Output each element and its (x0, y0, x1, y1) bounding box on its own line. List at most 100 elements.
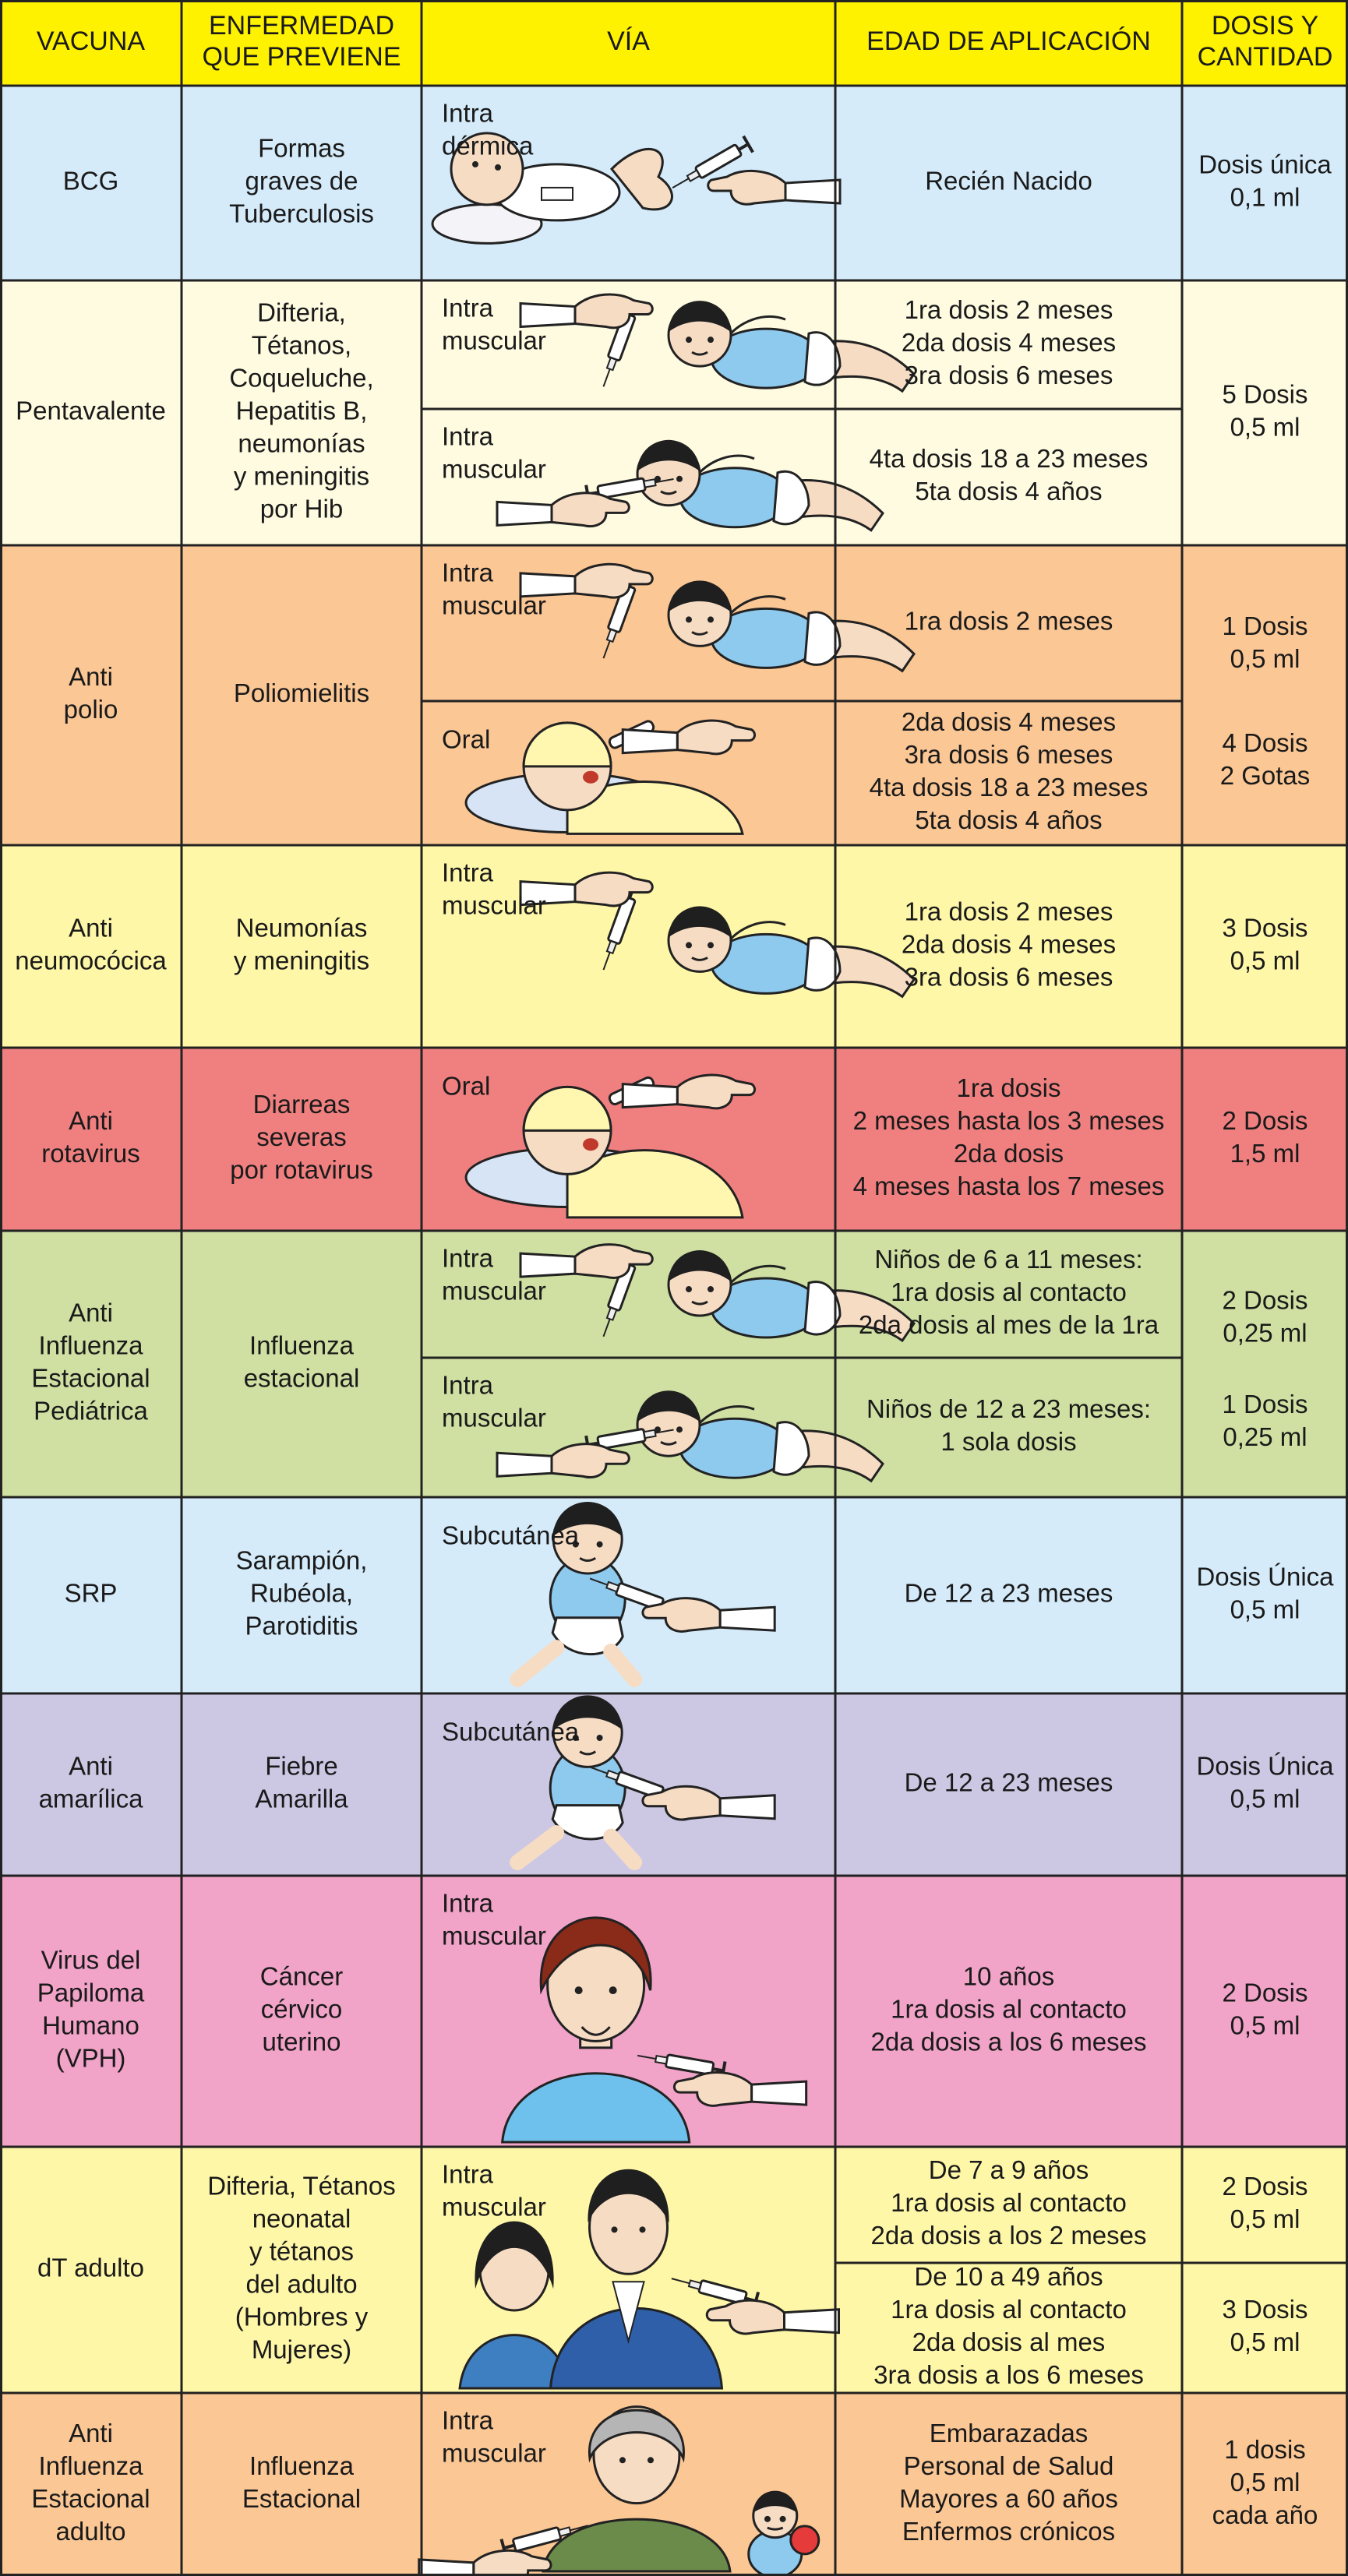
edad-dt-adulto-line: 1ra dosis al contacto (891, 2295, 1127, 2324)
enfermedad-bcg-line: Formas (258, 134, 345, 163)
dosis-vph: 2 Dosis 0,5 ml (1222, 1979, 1307, 2040)
vacuna-bcg: BCG (63, 167, 119, 196)
vacuna-antiamarilica-line: Anti (69, 1752, 113, 1781)
edad-antineumococica-line: 2da dosis 4 meses (902, 930, 1116, 959)
dosis-antineumococica-line: 3 Dosis (1222, 914, 1307, 943)
dosis-pentavalente: 5 Dosis 0,5 ml (1222, 380, 1307, 442)
via-antiamarilica-line: Subcutánea (442, 1718, 580, 1746)
edad-vph-line: 1ra dosis al contacto (891, 1995, 1127, 2024)
enfermedad-srp-line: Sarampión, (236, 1546, 368, 1575)
header-vacuna-line: VACUNA (37, 26, 145, 56)
dosis-antiamarilica-line: 0,5 ml (1230, 1785, 1300, 1813)
edad-antiinfluenza-pediatrica-line: 2da dosis al mes de la 1ra (859, 1310, 1159, 1339)
via-pentavalente: Intra muscular (442, 422, 546, 484)
vacuna-bcg-line: BCG (63, 167, 119, 196)
via-antiamarilica: Subcutánea (442, 1718, 580, 1746)
dosis-vph-line: 2 Dosis (1222, 1979, 1307, 2007)
dosis-srp: Dosis Única 0,5 ml (1196, 1563, 1334, 1624)
via-pentavalente-line: muscular (442, 326, 546, 355)
enfermedad-bcg-line: Tuberculosis (229, 199, 374, 228)
vacuna-antiinfluenza-pediatrica: Anti Influenza Estacional Pediátrica (31, 1299, 150, 1425)
enfermedad-pentavalente-line: por Hib (260, 495, 343, 523)
enfermedad-antirotavirus-line: Diarreas (253, 1090, 351, 1119)
edad-bcg-line: Recién Nacido (925, 167, 1092, 196)
dosis-dt-adulto-line: 0,5 ml (1230, 2204, 1300, 2233)
dosis-bcg-line: 0,1 ml (1230, 183, 1300, 212)
enfermedad-antineumococica-line: Neumonías (236, 914, 368, 943)
header-via-line: VÍA (607, 26, 650, 56)
vacuna-antirotavirus: Anti rotavirus (41, 1106, 140, 1168)
enfermedad-dt-adulto-line: y tétanos (249, 2237, 354, 2266)
enfermedad-vph: Cáncer cérvico uterino (260, 1962, 343, 2056)
dosis-dt-adulto: 3 Dosis 0,5 ml (1222, 2295, 1307, 2356)
vacuna-pentavalente-line: Pentavalente (16, 396, 166, 425)
dosis-dt-adulto: 2 Dosis 0,5 ml (1222, 2172, 1307, 2233)
header-edad-line: EDAD DE APLICACIÓN (866, 26, 1151, 56)
via-antiinfluenza-adulto-line: Intra (442, 2406, 494, 2435)
edad-dt-adulto-line: De 7 a 9 años (929, 2155, 1089, 2184)
enfermedad-antipolio-line: Poliomielitis (234, 678, 369, 707)
baby-thigh-injection-icon (519, 293, 916, 393)
edad-srp-line: De 12 a 23 meses (905, 1579, 1113, 1608)
via-antipolio-line: muscular (442, 591, 546, 620)
vacuna-antiinfluenza-adulto: Anti Influenza Estacional adulto (31, 2419, 150, 2546)
header-vacuna: VACUNA (37, 26, 145, 56)
enfermedad-dt-adulto-line: (Hombres y (235, 2303, 369, 2331)
dosis-bcg-line: Dosis única (1198, 150, 1332, 179)
vacuna-vph-line: (VPH) (56, 2044, 126, 2073)
edad-dt-adulto-line: 3ra dosis a los 6 meses (873, 2360, 1144, 2389)
edad-antiinfluenza-pediatrica: Niños de 12 a 23 meses: 1 sola dosis (866, 1394, 1151, 1456)
dosis-antiinfluenza-pediatrica-line: 2 Dosis (1222, 1286, 1307, 1315)
vacuna-dt-adulto: dT adulto (37, 2254, 144, 2282)
enfermedad-vph-line: Cáncer (260, 1962, 343, 1991)
enfermedad-pentavalente-line: Tétanos, (252, 331, 351, 360)
via-bcg-line: Intra (442, 99, 494, 128)
enfermedad-pentavalente: Difteria, Tétanos, Coqueluche, Hepatitis B,… (229, 298, 373, 523)
via-antiinfluenza-pediatrica-line: Intra (442, 1371, 494, 1400)
via-pentavalente-line: Intra (442, 422, 494, 451)
baby-thigh-injection-icon (519, 871, 916, 999)
edad-dt-adulto: De 7 a 9 años 1ra dosis al contacto 2da do… (870, 2155, 1146, 2250)
vacuna-antiamarilica-line: amarílica (39, 1785, 144, 1813)
enfermedad-antirotavirus-line: severas (256, 1122, 347, 1151)
edad-antiinfluenza-pediatrica-line: Niños de 6 a 11 meses: (874, 1245, 1142, 1274)
dosis-antirotavirus-line: 2 Dosis (1222, 1106, 1307, 1135)
dosis-antiinfluenza-pediatrica: 2 Dosis 0,25 ml (1222, 1286, 1307, 1348)
vacuna-antipolio: Anti polio (64, 662, 118, 724)
via-bcg-line: dérmica (442, 132, 534, 160)
dosis-pentavalente-line: 0,5 ml (1230, 413, 1300, 442)
via-antirotavirus: Oral (442, 1072, 490, 1101)
dosis-antiamarilica-line: Dosis Única (1196, 1752, 1334, 1781)
enfermedad-bcg: Formas graves de Tuberculosis (229, 134, 374, 228)
dosis-antiinfluenza-adulto-line: cada año (1212, 2500, 1318, 2529)
vacuna-vph-line: Humano (42, 2011, 139, 2040)
row-antiamarilica (0, 1693, 1348, 1876)
enfermedad-dt-adulto-line: del adulto (245, 2270, 357, 2299)
vacuna-antiinfluenza-adulto-line: Estacional (31, 2484, 150, 2513)
dosis-antipolio-line: 2 Gotas (1220, 761, 1311, 790)
enfermedad-antineumococica: Neumonías y meningitis (234, 914, 369, 975)
row-bcg (0, 86, 1348, 280)
enfermedad-vph-line: cérvico (261, 1995, 343, 2024)
vacuna-antineumococica: Anti neumocócica (15, 914, 167, 975)
enfermedad-antineumococica-line: y meningitis (234, 946, 369, 975)
edad-antipolio-line: 4ta dosis 18 a 23 meses (870, 773, 1149, 802)
dosis-antiinfluenza-pediatrica-line: 0,25 ml (1223, 1422, 1307, 1451)
enfermedad-dt-adulto: Difteria, Tétanos neonatal y tétanos del ad… (207, 2172, 396, 2364)
enfermedad-dt-adulto-line: neonatal (252, 2204, 351, 2233)
enfermedad-antiinfluenza-adulto: Influenza Estacional (242, 2451, 361, 2513)
vacuna-srp: SRP (65, 1579, 118, 1608)
edad-antipolio: 2da dosis 4 meses 3ra dosis 6 meses 4ta do… (870, 707, 1149, 834)
enfermedad-antiinfluenza-adulto-line: Influenza (249, 2451, 355, 2480)
edad-bcg: Recién Nacido (925, 167, 1092, 196)
edad-vph-line: 2da dosis a los 6 meses (870, 2028, 1146, 2056)
vacuna-antiinfluenza-pediatrica-line: Pediátrica (34, 1397, 148, 1425)
via-antineumococica: Intra muscular (442, 858, 546, 920)
enfermedad-srp: Sarampión, Rubéola, Parotiditis (236, 1546, 368, 1640)
edad-antirotavirus-line: 2 meses hasta los 3 meses (853, 1106, 1165, 1135)
grandmother-injection-icon (418, 2405, 820, 2576)
edad-antineumococica: 1ra dosis 2 meses 2da dosis 4 meses 3ra do… (902, 897, 1116, 992)
enfermedad-antiinfluenza-pediatrica-line: Influenza (249, 1331, 355, 1360)
via-antiinfluenza-pediatrica: Intra muscular (442, 1371, 546, 1432)
